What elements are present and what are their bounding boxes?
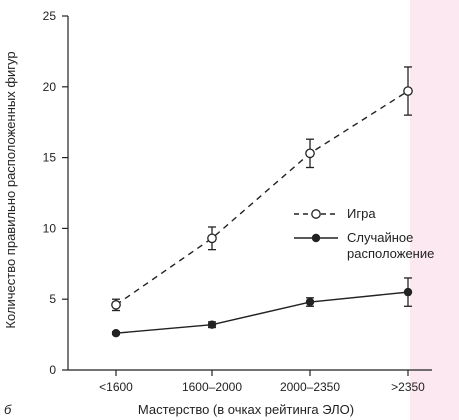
legend-marker-random	[311, 233, 321, 243]
data-point	[305, 148, 315, 159]
x-axis: <1600 1600–2000 2000–2350 >2350	[68, 369, 432, 394]
legend-label-game: Игра	[347, 206, 376, 221]
x-tick-label: >2350	[391, 380, 425, 394]
series-game	[111, 66, 413, 312]
series-random	[111, 277, 413, 338]
data-point	[403, 86, 413, 96]
data-point	[207, 320, 217, 329]
y-tick-label: 25	[43, 9, 57, 23]
x-tick-label: 1600–2000	[182, 380, 242, 394]
data-point	[207, 233, 217, 244]
legend: Игра Случайное расположение	[294, 206, 434, 261]
data-point	[111, 300, 121, 310]
y-axis: 0 5 10 15 20 25	[43, 9, 69, 377]
y-axis-title: Количество правильно расположенных фигур	[3, 51, 18, 328]
y-tick-label: 0	[49, 363, 56, 377]
page-margin-stripe	[410, 0, 459, 420]
x-tick-label: <1600	[99, 380, 133, 394]
legend-label-random-line2: расположение	[347, 246, 434, 261]
y-tick-label: 10	[43, 221, 57, 235]
data-point	[305, 297, 315, 307]
data-point	[111, 328, 121, 338]
y-tick-label: 20	[43, 80, 57, 94]
y-tick-label: 15	[43, 151, 57, 165]
legend-marker-game	[311, 209, 321, 219]
x-tick-label: 2000–2350	[280, 380, 340, 394]
series-line	[115, 90, 409, 306]
y-tick-label: 5	[49, 292, 56, 306]
data-point	[403, 287, 413, 297]
legend-label-random-line1: Случайное	[347, 230, 413, 245]
series-layer	[111, 66, 413, 338]
x-axis-title: Мастерство (в очках рейтинга ЭЛО)	[138, 402, 354, 417]
series-line	[115, 291, 409, 334]
panel-letter: б	[4, 402, 12, 417]
